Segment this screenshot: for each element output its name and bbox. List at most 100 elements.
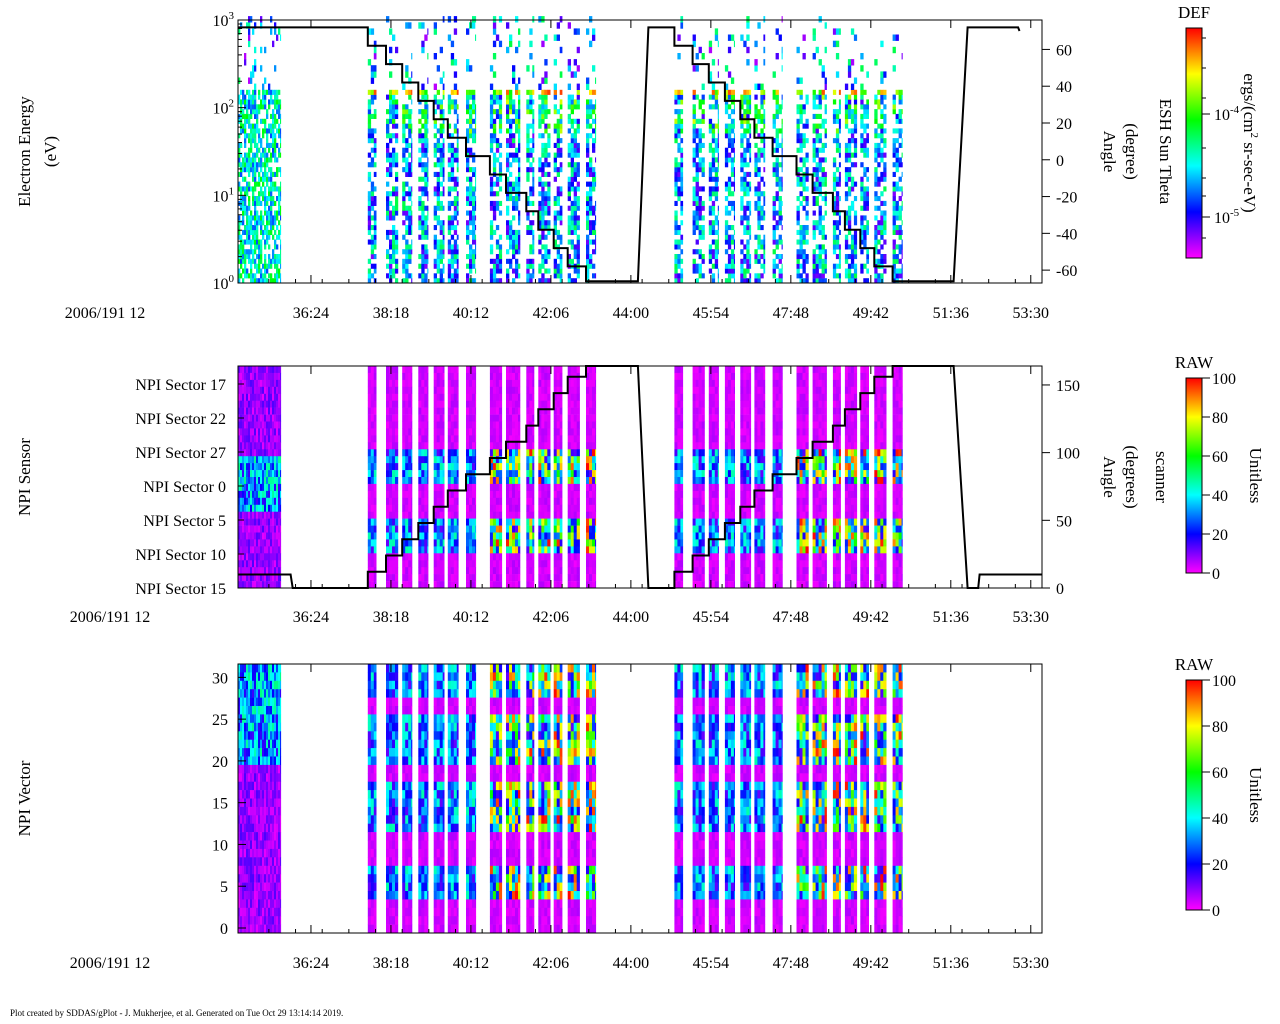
heatmap-cell — [252, 477, 255, 485]
heatmap-cell — [246, 239, 249, 245]
heatmap-cell — [436, 205, 440, 211]
heatmap-cell — [544, 234, 548, 240]
heatmap-cell — [796, 205, 800, 211]
heatmap-cell — [402, 109, 406, 115]
heatmap-cell — [589, 181, 593, 187]
heatmap-cell — [370, 200, 375, 206]
heatmap-cell — [453, 104, 458, 110]
heatmap-cell — [754, 167, 758, 173]
heatmap-cell — [418, 483, 422, 492]
heatmap-cell — [714, 196, 719, 202]
heatmap-cell — [692, 210, 696, 216]
heatmap-cell — [544, 200, 548, 206]
heatmap-cell — [812, 263, 816, 269]
heatmap-cell — [405, 546, 409, 554]
heatmap-cell — [509, 138, 513, 144]
heatmap-cell — [556, 215, 560, 221]
heatmap-cell — [717, 142, 719, 148]
heatmap-cell — [447, 99, 452, 105]
heatmap-cell — [592, 249, 596, 255]
heatmap-cell — [877, 99, 881, 105]
heatmap-cell — [701, 167, 705, 173]
heatmap-cell — [589, 191, 593, 197]
heatmap-cell — [442, 167, 445, 173]
heatmap-cell — [436, 191, 440, 197]
heatmap-cell — [405, 268, 409, 274]
heatmap-cell — [274, 567, 277, 575]
heatmap-cell — [258, 477, 261, 485]
heatmap-cell — [796, 254, 800, 260]
heatmap-cell — [733, 273, 735, 279]
heatmap-cell — [698, 225, 702, 231]
heatmap-cell — [692, 229, 696, 235]
heatmap-cell — [853, 249, 858, 255]
heatmap-cell — [901, 239, 903, 245]
heatmap-cell — [405, 89, 409, 95]
heatmap-cell — [489, 220, 494, 226]
heatmap-cell — [799, 113, 803, 119]
heatmap-cell — [489, 191, 494, 197]
heatmap-cell — [276, 366, 279, 374]
heatmap-cell — [573, 225, 577, 231]
heatmap-cell — [274, 421, 277, 429]
heatmap-cell — [506, 176, 510, 182]
heatmap-cell — [498, 89, 503, 95]
heatmap-cell — [386, 560, 390, 568]
heatmap-cell — [453, 205, 458, 211]
heatmap-cell — [405, 65, 409, 72]
heatmap-cell — [238, 511, 241, 519]
heatmap-cell — [250, 428, 253, 436]
heatmap-cell — [270, 220, 273, 226]
heatmap-cell — [242, 477, 245, 485]
heatmap-cell — [778, 254, 782, 260]
heatmap-cell — [529, 104, 533, 110]
heatmap-cell — [278, 407, 281, 415]
heatmap-cell — [252, 128, 255, 134]
heatmap-cell — [244, 191, 247, 197]
heatmap-cell — [402, 414, 406, 422]
heatmap-cell — [498, 40, 503, 48]
heatmap-cell — [815, 273, 819, 279]
heatmap-cell — [405, 167, 409, 173]
heatmap-cell — [405, 428, 409, 436]
heatmap-cell — [883, 258, 887, 264]
heatmap-cell — [556, 118, 560, 124]
heatmap-cell — [698, 186, 702, 192]
heatmap-cell — [818, 133, 822, 139]
heatmap-cell — [544, 89, 548, 95]
heatmap-cell — [242, 109, 245, 115]
heatmap-cell — [518, 181, 521, 187]
heatmap-cell — [547, 109, 551, 115]
heatmap-cell — [456, 142, 459, 148]
heatmap-cell — [405, 477, 409, 485]
heatmap-cell — [408, 162, 412, 168]
heatmap-cell — [743, 118, 747, 124]
heatmap-cell — [262, 176, 265, 182]
heatmap-cell — [592, 229, 596, 235]
heatmap-cell — [850, 258, 855, 264]
heatmap-cell — [506, 196, 510, 202]
heatmap-cell — [402, 263, 406, 269]
heatmap-cell — [418, 254, 422, 260]
heatmap-cell — [832, 99, 837, 105]
heatmap-cell — [586, 113, 590, 119]
heatmap-cell — [733, 215, 735, 221]
heatmap-cell — [515, 89, 519, 95]
heatmap-cell — [592, 181, 596, 187]
heatmap-cell — [883, 94, 887, 100]
heatmap-cell — [567, 104, 571, 110]
heatmap-cell — [266, 176, 269, 182]
heatmap-cell — [515, 200, 519, 206]
heatmap-cell — [453, 225, 458, 231]
heatmap-cell — [680, 22, 684, 29]
heatmap-cell — [256, 118, 259, 124]
heatmap-cell — [724, 89, 729, 95]
heatmap-cell — [835, 220, 840, 226]
heatmap-cell — [392, 560, 396, 568]
heatmap-cell — [733, 244, 735, 250]
heatmap-cell — [740, 205, 744, 211]
heatmap-cell — [373, 225, 377, 231]
heatmap-cell — [489, 94, 494, 100]
heatmap-cell — [592, 138, 596, 144]
heatmap-cell — [373, 94, 377, 100]
